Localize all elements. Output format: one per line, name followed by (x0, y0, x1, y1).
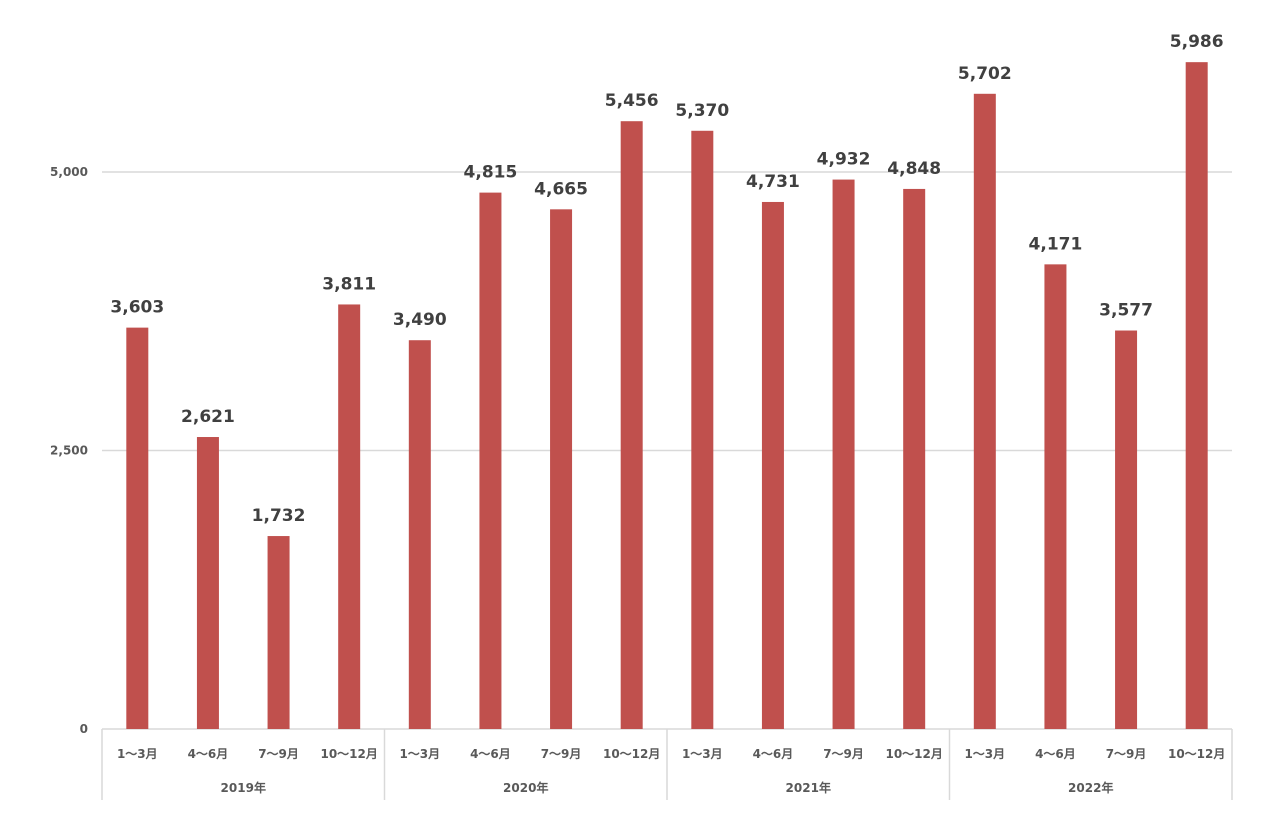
bar (1115, 330, 1138, 729)
bar (550, 209, 573, 730)
x-tick-label: 7〜9月 (1106, 747, 1147, 761)
bar (1185, 62, 1208, 729)
bar (1044, 264, 1067, 729)
data-label: 4,731 (746, 172, 800, 192)
x-tick-label: 10〜12月 (320, 747, 377, 761)
x-group-label: 2020年 (503, 780, 548, 795)
x-tick-label: 7〜9月 (823, 747, 864, 761)
x-group-label: 2022年 (1068, 780, 1113, 795)
data-label: 4,665 (534, 179, 588, 199)
data-label: 2,621 (181, 407, 235, 427)
x-tick-label: 7〜9月 (541, 747, 582, 761)
bar (196, 437, 219, 729)
x-group-label: 2021年 (786, 780, 831, 795)
data-label: 1,732 (252, 506, 306, 526)
bar (479, 192, 502, 729)
x-tick-label: 10〜12月 (1168, 747, 1225, 761)
data-label: 5,370 (675, 101, 729, 121)
data-label: 4,932 (817, 150, 871, 170)
bar (126, 327, 149, 729)
x-tick-label: 7〜9月 (258, 747, 299, 761)
y-tick-label: 2,500 (50, 444, 88, 458)
bar (761, 201, 784, 729)
data-label: 3,603 (110, 298, 164, 318)
bar (973, 93, 996, 730)
bar (903, 188, 926, 729)
x-tick-label: 1〜3月 (964, 747, 1005, 761)
data-label: 3,577 (1099, 301, 1153, 321)
y-tick-label: 0 (80, 722, 88, 736)
x-tick-label: 4〜6月 (188, 747, 229, 761)
data-label: 3,490 (393, 310, 447, 330)
data-label: 5,456 (605, 91, 659, 111)
bar (691, 130, 714, 730)
data-label: 4,171 (1029, 234, 1083, 254)
x-tick-label: 1〜3月 (117, 747, 158, 761)
x-tick-label: 4〜6月 (753, 747, 794, 761)
x-tick-label: 1〜3月 (399, 747, 440, 761)
bar (338, 304, 361, 729)
y-tick-label: 5,000 (50, 165, 88, 179)
data-label: 4,848 (887, 159, 941, 179)
data-label: 4,815 (464, 163, 518, 183)
data-label: 5,986 (1170, 32, 1224, 52)
bar (267, 536, 290, 729)
bar (408, 340, 431, 729)
x-tick-label: 10〜12月 (885, 747, 942, 761)
x-group-label: 2019年 (221, 780, 266, 795)
x-tick-label: 4〜6月 (1035, 747, 1076, 761)
data-label: 3,811 (322, 274, 376, 294)
data-label: 5,702 (958, 64, 1012, 84)
x-tick-label: 10〜12月 (603, 747, 660, 761)
x-tick-label: 4〜6月 (470, 747, 511, 761)
bar (832, 179, 855, 729)
x-tick-label: 1〜3月 (682, 747, 723, 761)
bar (620, 121, 643, 729)
